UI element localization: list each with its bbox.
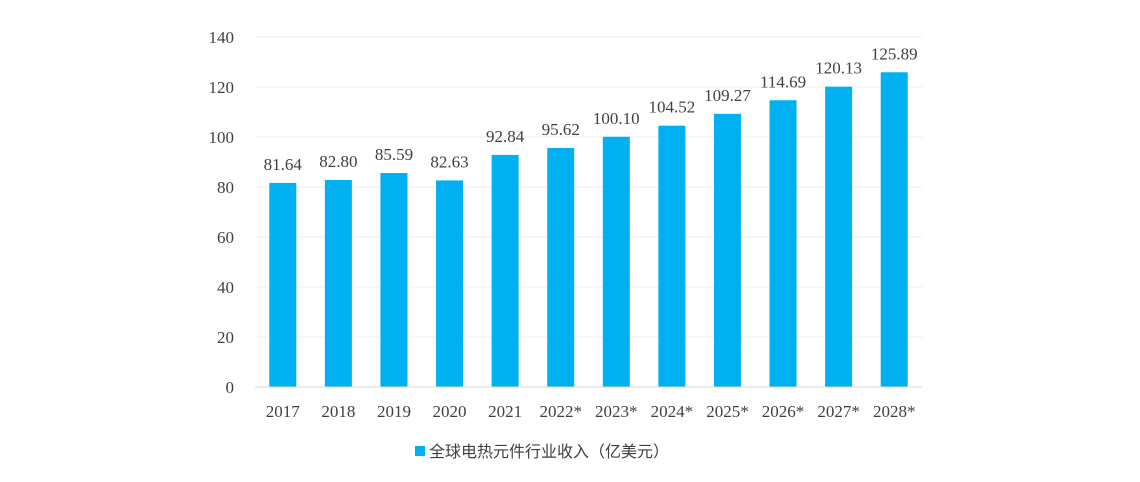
legend-label: 全球电热元件行业收入（亿美元） xyxy=(429,442,669,461)
data-label: 109.27 xyxy=(704,86,751,105)
y-axis-ticks: 0 20 40 60 80 100 120 140 xyxy=(209,28,235,397)
x-tick-label: 2025* xyxy=(706,402,749,421)
y-tick-label: 100 xyxy=(209,128,235,147)
x-tick-label: 2026* xyxy=(762,402,805,421)
y-tick-label: 20 xyxy=(217,328,234,347)
x-tick-label: 2027* xyxy=(817,402,860,421)
y-tick-label: 140 xyxy=(209,28,235,47)
bar-2025-forecast xyxy=(713,113,741,387)
data-label: 81.64 xyxy=(264,155,303,174)
y-tick-label: 60 xyxy=(217,228,234,247)
y-tick-label: 40 xyxy=(217,278,234,297)
legend: 全球电热元件行业收入（亿美元） xyxy=(415,442,669,461)
x-tick-label: 2022* xyxy=(539,402,582,421)
bar-2019 xyxy=(380,173,408,387)
x-tick-label: 2023* xyxy=(595,402,638,421)
bar-2024-forecast xyxy=(658,125,686,387)
data-label: 104.52 xyxy=(649,98,696,117)
bar-2018 xyxy=(324,180,352,387)
data-label: 100.10 xyxy=(593,109,640,128)
x-tick-label: 2018 xyxy=(321,402,355,421)
data-label: 82.80 xyxy=(319,152,357,171)
y-tick-label: 0 xyxy=(226,378,235,397)
bar-2027-forecast xyxy=(825,86,853,388)
data-label: 85.59 xyxy=(375,145,413,164)
data-label: 125.89 xyxy=(871,44,918,63)
x-axis-ticks: 2017 2018 2019 2020 2021 2022* 2023* 2024* 2025*… xyxy=(266,402,916,421)
x-tick-label: 2019 xyxy=(377,402,411,421)
data-label: 114.69 xyxy=(760,72,806,91)
x-tick-label: 2020 xyxy=(433,402,467,421)
legend-swatch xyxy=(415,446,425,456)
bar-2020 xyxy=(436,180,464,387)
bars xyxy=(269,72,908,388)
data-label: 82.63 xyxy=(430,152,468,171)
bar-2028-forecast xyxy=(880,72,908,388)
bar-2021 xyxy=(491,154,519,387)
x-tick-label: 2024* xyxy=(651,402,694,421)
data-label: 92.84 xyxy=(486,127,525,146)
data-label: 95.62 xyxy=(542,120,580,139)
bar-2023-forecast xyxy=(602,136,630,387)
bar-2022-forecast xyxy=(547,147,575,387)
x-tick-label: 2017 xyxy=(266,402,301,421)
bar-2017 xyxy=(269,182,297,387)
data-labels: 81.64 82.80 85.59 82.63 92.84 95.62 100.10 104.… xyxy=(264,44,918,174)
x-tick-label: 2028* xyxy=(873,402,916,421)
data-label: 120.13 xyxy=(815,59,862,78)
bar-2026-forecast xyxy=(769,100,797,388)
gridlines xyxy=(255,36,922,338)
y-tick-label: 120 xyxy=(209,78,235,97)
y-tick-label: 80 xyxy=(217,178,234,197)
x-tick-label: 2021 xyxy=(488,402,522,421)
